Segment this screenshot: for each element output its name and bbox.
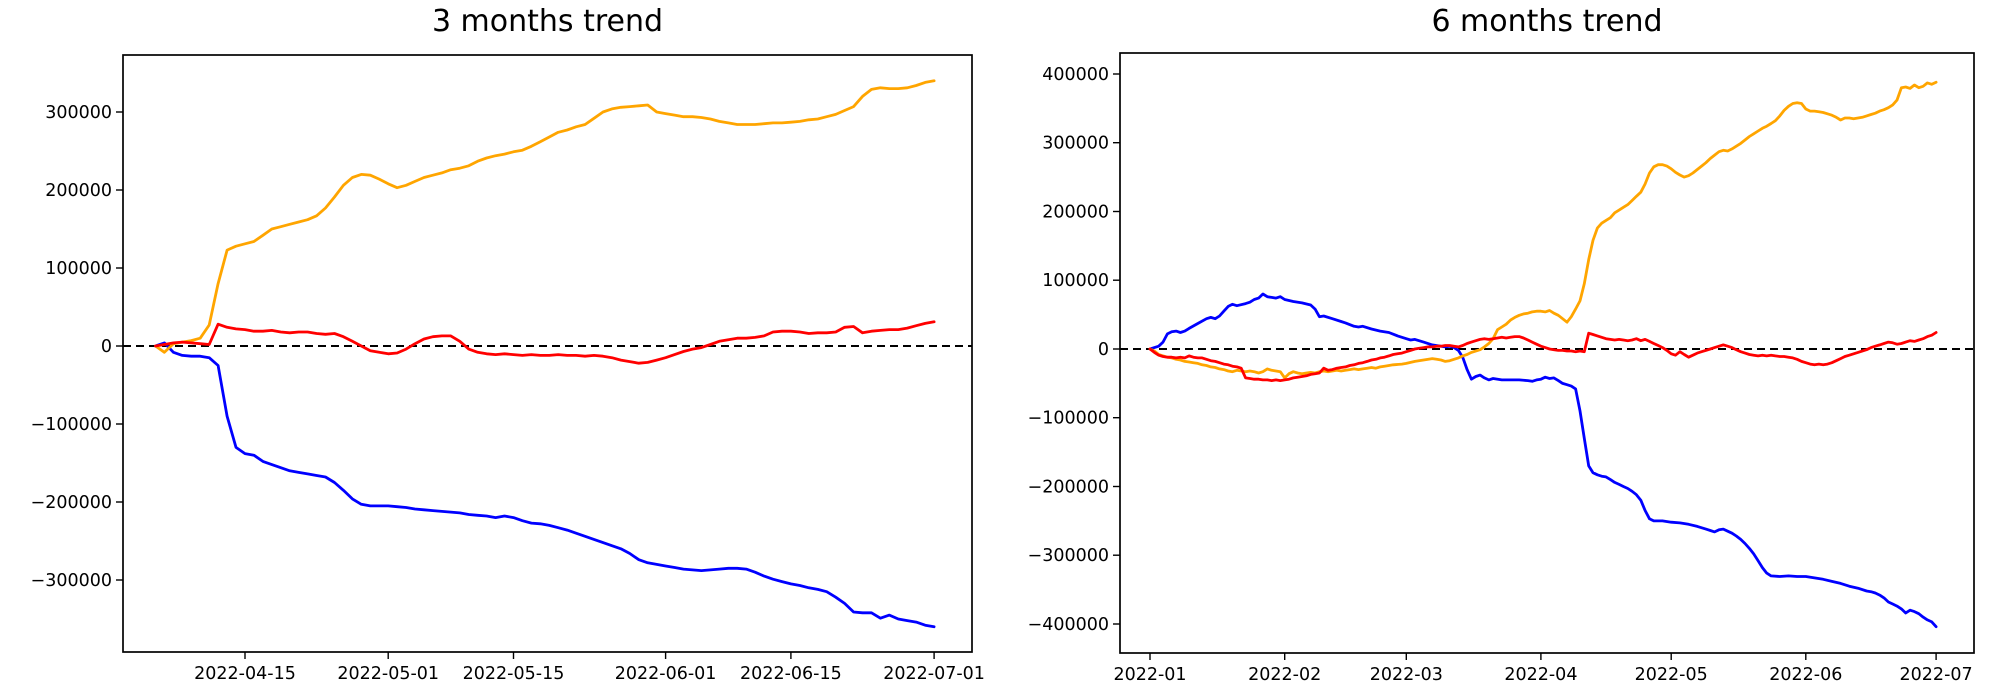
- svg-text:2022-03: 2022-03: [1370, 665, 1443, 685]
- svg-text:2022-05: 2022-05: [1635, 665, 1708, 685]
- svg-text:2022-01: 2022-01: [1113, 665, 1186, 685]
- svg-text:2022-07: 2022-07: [1900, 665, 1973, 685]
- svg-text:2022-05-01: 2022-05-01: [337, 664, 439, 684]
- svg-text:0: 0: [101, 337, 112, 357]
- svg-text:300000: 300000: [1042, 134, 1109, 154]
- svg-text:2022-07-01: 2022-07-01: [883, 664, 985, 684]
- svg-text:2022-04: 2022-04: [1504, 665, 1577, 685]
- svg-text:−300000: −300000: [31, 571, 112, 591]
- svg-text:−200000: −200000: [1028, 478, 1109, 498]
- svg-text:−300000: −300000: [1028, 546, 1109, 566]
- chart-title: 6 months trend: [1431, 4, 1663, 39]
- plot-canvas-6-months: 2022-01 2022-02 2022-03 2022-04 2022-05 2022-…: [1028, 52, 1975, 685]
- svg-text:2022-06: 2022-06: [1769, 665, 1842, 685]
- svg-text:2022-04-15: 2022-04-15: [194, 664, 296, 684]
- svg-text:200000: 200000: [45, 181, 112, 201]
- plot-canvas-3-months: 2022-04-15 2022-05-01 2022-05-15 2022-06-01…: [31, 54, 985, 684]
- svg-text:300000: 300000: [45, 103, 112, 123]
- svg-text:−400000: −400000: [1028, 615, 1109, 635]
- svg-text:2022-02: 2022-02: [1248, 665, 1321, 685]
- chart-6-months-trend: 6 months trend 2022-01 2022-02 2022-03 2022…: [1000, 0, 2000, 700]
- svg-text:−100000: −100000: [31, 415, 112, 435]
- svg-text:200000: 200000: [1042, 203, 1109, 223]
- svg-text:2022-06-15: 2022-06-15: [740, 664, 842, 684]
- svg-text:100000: 100000: [45, 259, 112, 279]
- svg-text:0: 0: [1098, 340, 1109, 360]
- svg-text:2022-06-01: 2022-06-01: [615, 664, 717, 684]
- svg-text:100000: 100000: [1042, 271, 1109, 291]
- svg-text:2022-05-15: 2022-05-15: [463, 664, 565, 684]
- chart-3-months-trend: 3 months trend 2022-04-15 2022-05-01 2022-…: [31, 4, 985, 684]
- svg-text:400000: 400000: [1042, 65, 1109, 85]
- svg-text:−200000: −200000: [31, 493, 112, 513]
- svg-text:−100000: −100000: [1028, 409, 1109, 429]
- chart-title: 3 months trend: [431, 4, 664, 39]
